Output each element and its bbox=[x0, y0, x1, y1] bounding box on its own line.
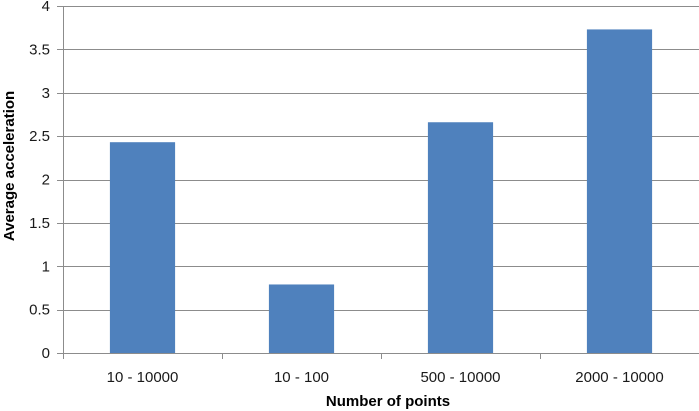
x-tick-label: 10 - 100 bbox=[274, 369, 329, 386]
x-tick-label: 500 - 10000 bbox=[420, 369, 500, 386]
bars bbox=[109, 29, 653, 354]
bar bbox=[427, 122, 494, 354]
y-tick-label: 1.5 bbox=[29, 215, 50, 232]
axes bbox=[57, 6, 699, 359]
y-tick-label: 0 bbox=[42, 345, 50, 362]
y-axis-title: Average acceleration bbox=[1, 91, 18, 241]
bar bbox=[109, 142, 176, 353]
bar bbox=[586, 29, 653, 354]
y-tick-label: 3 bbox=[42, 85, 50, 102]
bar bbox=[268, 284, 335, 353]
x-axis-tick-labels: 10 - 10000 10 - 100 500 - 10000 2000 - 1000… bbox=[107, 369, 664, 386]
y-axis-tick-labels: 0 0.5 1 1.5 2 2.5 3 3.5 4 bbox=[29, 0, 50, 362]
y-tick-label: 0.5 bbox=[29, 302, 50, 319]
y-tick-label: 1 bbox=[42, 258, 50, 275]
x-axis-title: Number of points bbox=[326, 393, 450, 410]
x-tick-label: 2000 - 10000 bbox=[575, 369, 663, 386]
x-tick-label: 10 - 10000 bbox=[107, 369, 179, 386]
y-tick-label: 2 bbox=[42, 172, 50, 189]
y-tick-label: 3.5 bbox=[29, 41, 50, 58]
y-tick-label: 4 bbox=[42, 0, 50, 15]
y-tick-label: 2.5 bbox=[29, 128, 50, 145]
